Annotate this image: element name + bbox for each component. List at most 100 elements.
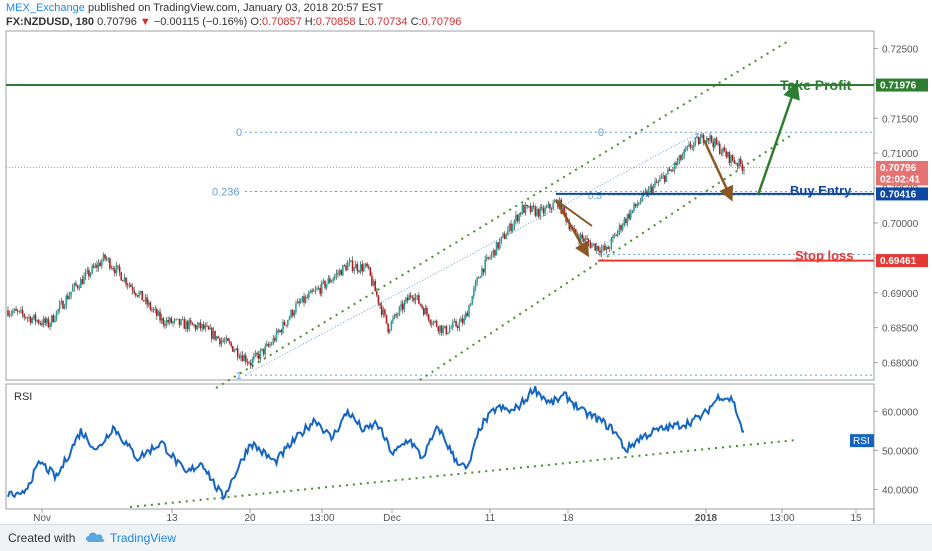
symbol-label[interactable]: FX:NZDUSD, 180 bbox=[6, 16, 95, 28]
candle bbox=[406, 294, 409, 304]
candle bbox=[612, 234, 614, 243]
price-axis[interactable]: 0.725000.720000.715000.710000.705000.700… bbox=[874, 44, 919, 370]
candle bbox=[672, 167, 674, 173]
candle bbox=[701, 132, 703, 138]
fib-retracement[interactable]: 0 0.236 1 0 0.5 bbox=[212, 127, 874, 382]
candle bbox=[138, 290, 140, 299]
candle bbox=[625, 217, 627, 226]
candle bbox=[461, 314, 464, 327]
candle bbox=[541, 203, 543, 211]
candle bbox=[395, 312, 398, 318]
rsi-axis[interactable]: 60.0000 50.0000 40.0000 bbox=[874, 407, 919, 496]
candle bbox=[49, 322, 51, 331]
candle bbox=[665, 173, 668, 183]
candle bbox=[185, 318, 187, 333]
candle bbox=[306, 293, 309, 299]
candle bbox=[594, 243, 596, 252]
candle bbox=[228, 338, 231, 345]
candle bbox=[78, 284, 80, 291]
candle bbox=[73, 282, 76, 292]
time-axis[interactable]: Nov 13 20 13:00 Dec 11 18 2018 13:00 15 bbox=[33, 509, 862, 524]
candle bbox=[408, 292, 410, 301]
candle bbox=[553, 198, 556, 203]
channel-upper-line[interactable] bbox=[215, 39, 791, 389]
publisher-link[interactable]: MEX_Exchange bbox=[6, 2, 85, 14]
footer-bar: Created with TradingView bbox=[0, 524, 932, 551]
candle bbox=[484, 255, 486, 276]
candle bbox=[130, 283, 132, 288]
rsi-tick-label: 60.0000 bbox=[882, 407, 919, 418]
candle bbox=[327, 274, 330, 285]
candle bbox=[359, 261, 362, 275]
svg-text:0.71976: 0.71976 bbox=[880, 81, 917, 92]
chart-header: MEX_Exchange published on TradingView.co… bbox=[6, 2, 906, 30]
candle bbox=[707, 137, 710, 145]
candle bbox=[366, 261, 368, 269]
candle bbox=[31, 316, 34, 324]
candle bbox=[434, 319, 436, 324]
candle bbox=[581, 231, 584, 242]
candle bbox=[201, 323, 203, 333]
candle bbox=[717, 140, 719, 147]
candle bbox=[177, 318, 179, 320]
candle bbox=[722, 147, 724, 157]
candle bbox=[439, 325, 441, 336]
fib-label-1: 1 bbox=[236, 371, 242, 382]
candle bbox=[741, 160, 744, 174]
time-tick-label: 15 bbox=[850, 513, 862, 524]
candle bbox=[81, 275, 84, 285]
candle bbox=[657, 179, 660, 187]
rsi-trend-line[interactable] bbox=[129, 439, 797, 508]
rsi-series-line[interactable] bbox=[7, 386, 745, 501]
candle bbox=[44, 316, 47, 326]
channel-lower-line[interactable] bbox=[419, 135, 791, 381]
candle bbox=[660, 173, 663, 179]
candle bbox=[183, 316, 186, 329]
candle bbox=[519, 211, 522, 217]
wave-down-arrow-2[interactable] bbox=[702, 139, 734, 202]
wave-down-arrow-1[interactable] bbox=[554, 199, 589, 258]
candle bbox=[83, 272, 85, 285]
target-up-arrow[interactable] bbox=[756, 81, 800, 196]
rsi-tick-label: 50.0000 bbox=[882, 446, 919, 457]
candle bbox=[354, 260, 357, 269]
candle bbox=[325, 283, 328, 291]
candle bbox=[133, 286, 135, 296]
candle bbox=[287, 319, 289, 328]
candle bbox=[655, 178, 658, 184]
candle bbox=[702, 133, 705, 146]
candle bbox=[189, 317, 192, 326]
candle bbox=[639, 197, 642, 205]
candle bbox=[684, 146, 687, 153]
candle bbox=[175, 318, 178, 321]
candle bbox=[84, 268, 87, 281]
candle bbox=[486, 254, 488, 262]
candle bbox=[198, 322, 200, 329]
candle bbox=[363, 263, 365, 272]
chart-svg[interactable]: 0 0.236 1 0 0.5 Take Profit Buy Entry St… bbox=[0, 0, 932, 524]
candle bbox=[481, 265, 483, 278]
candle bbox=[427, 313, 430, 322]
candle bbox=[319, 284, 321, 297]
candle bbox=[599, 246, 601, 257]
candle bbox=[212, 326, 215, 340]
candle bbox=[16, 308, 19, 316]
candle bbox=[500, 236, 503, 245]
candle bbox=[542, 205, 545, 217]
candle bbox=[528, 205, 530, 209]
candle bbox=[460, 316, 462, 322]
candle bbox=[626, 213, 629, 227]
candle bbox=[447, 332, 449, 335]
tradingview-brand-link[interactable]: TradingView bbox=[110, 531, 177, 545]
candle bbox=[364, 263, 367, 268]
rsi-pane-frame bbox=[5, 383, 875, 510]
candle bbox=[110, 265, 113, 270]
candle bbox=[238, 353, 241, 360]
candle bbox=[348, 257, 351, 267]
candle bbox=[618, 222, 621, 236]
candle bbox=[270, 341, 273, 346]
candle bbox=[291, 309, 294, 318]
candle bbox=[277, 328, 279, 335]
candle bbox=[8, 310, 11, 319]
candle bbox=[739, 155, 742, 167]
